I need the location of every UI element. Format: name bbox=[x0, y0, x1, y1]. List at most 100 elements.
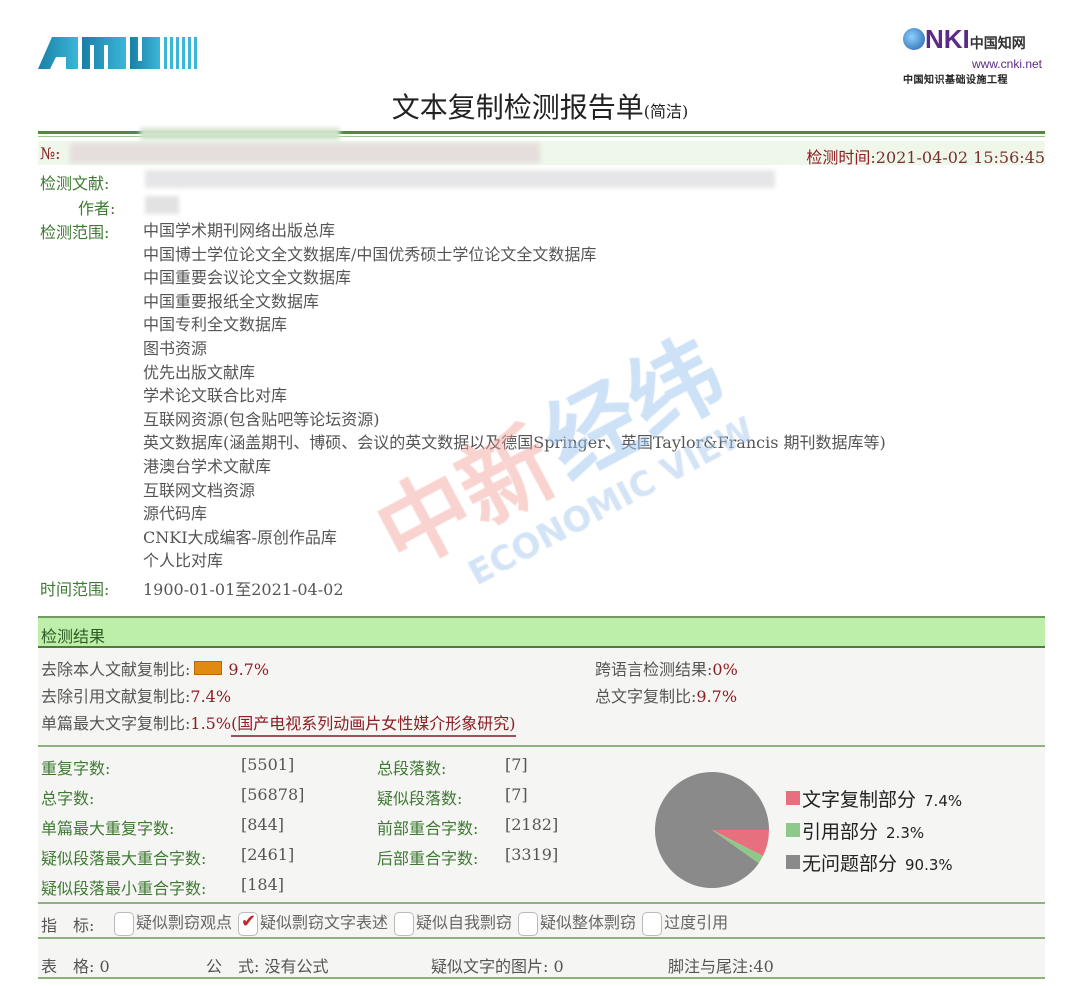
range-value: 1900-01-01至2021-04-02 bbox=[143, 580, 344, 599]
indicator-checkbox[interactable] bbox=[642, 911, 663, 936]
scope-list: 中国学术期刊网络出版总库中国博士学位论文全文数据库/中国优秀硕士学位论文全文数据… bbox=[143, 219, 886, 573]
tables-value: 0 bbox=[99, 957, 110, 976]
legend-item: 文字复制部分 7.4% bbox=[786, 785, 962, 817]
notes-label: 脚注与尾注: bbox=[668, 957, 754, 976]
scope-item: 港澳台学术文献库 bbox=[143, 456, 272, 476]
stat-value: [2182] bbox=[505, 815, 559, 834]
images-label: 疑似文字的图片: bbox=[431, 957, 549, 976]
stat-value: [184] bbox=[241, 875, 285, 894]
stat-label: 前部重合字数: bbox=[377, 819, 479, 838]
max-single-source-link[interactable]: (国产电视系列动画片女性媒介形象研究) bbox=[231, 714, 516, 737]
legend-swatch bbox=[786, 823, 800, 837]
scope-item: 源代码库 bbox=[143, 504, 208, 524]
check-time: 检测时间:2021-04-02 15:56:45 bbox=[806, 144, 1045, 168]
title-suffix: (简洁) bbox=[643, 102, 689, 121]
footer-row: 表 格: 0 公 式: 没有公式 疑似文字的图片: 0 脚注与尾注:40 bbox=[38, 939, 1045, 977]
copy-ratio-bar bbox=[194, 661, 223, 675]
indicator-label: 疑似整体剽窃 bbox=[540, 913, 637, 932]
indicator-checkbox[interactable] bbox=[518, 911, 539, 936]
pie-chart bbox=[655, 772, 769, 888]
self-excl-value: 9.7% bbox=[228, 660, 270, 679]
self-excl-row: 去除本人文献复制比: 9.7% bbox=[41, 656, 269, 680]
cross-lang-label: 跨语言检测结果: bbox=[595, 660, 713, 679]
stat-value: [5501] bbox=[241, 755, 295, 774]
notes-item: 脚注与尾注:40 bbox=[668, 953, 774, 977]
scope-item: 中国博士学位论文全文数据库/中国优秀硕士学位论文全文数据库 bbox=[143, 244, 597, 264]
pie-slice bbox=[712, 830, 763, 864]
indicator-label: 过度引用 bbox=[664, 913, 729, 932]
indicator-label: 疑似剽窃文字表述 bbox=[260, 913, 389, 932]
legend-item: 引用部分 2.3% bbox=[786, 817, 962, 849]
total-copy-row: 总文字复制比:9.7% bbox=[595, 683, 737, 707]
stats-section: 重复字数: [5501] 总段落数: [7] 总字数: [56878] 疑似段落数: [7] 单… bbox=[38, 747, 1045, 902]
scope-item: 英文数据库(涵盖期刊、博硕、会议的英文数据以及德国Springer、英国Tayl… bbox=[143, 433, 886, 453]
cite-excl-label: 去除引用文献复制比: bbox=[41, 687, 191, 706]
scope-item: CNKI大成编客-原创作品库 bbox=[143, 527, 337, 547]
notes-value: 40 bbox=[753, 957, 774, 976]
redacted-doc-title bbox=[145, 170, 775, 188]
total-copy-value: 9.7% bbox=[696, 687, 738, 706]
legend-swatch bbox=[786, 855, 800, 869]
check-time-label: 检测时间 bbox=[806, 148, 871, 167]
scope-item: 互联网资源(包含贴吧等论坛资源) bbox=[143, 409, 380, 429]
amlc-logo bbox=[38, 37, 197, 69]
indicator-checkbox[interactable]: ✔ bbox=[238, 911, 259, 936]
max-single-value: 1.5% bbox=[190, 714, 232, 733]
pie-slice bbox=[655, 772, 769, 888]
results-summary: 去除本人文献复制比: 9.7% 跨语言检测结果:0% 去除引用文献复制比:7.4%… bbox=[38, 648, 1045, 745]
author-label: 作者: bbox=[78, 199, 116, 218]
stat-label: 疑似段落数: bbox=[377, 789, 463, 808]
scope-item: 图书资源 bbox=[143, 338, 208, 358]
cross-lang-value: 0% bbox=[712, 660, 738, 679]
redacted-author bbox=[145, 196, 179, 214]
total-copy-label: 总文字复制比: bbox=[595, 687, 697, 706]
cite-excl-value: 7.4% bbox=[190, 687, 232, 706]
indicator-checkbox[interactable] bbox=[114, 911, 134, 936]
legend-item: 无问题部分 90.3% bbox=[786, 849, 962, 881]
stat-label: 总字数: bbox=[41, 789, 95, 808]
stat-value: [844] bbox=[241, 815, 285, 834]
stat-label: 单篇最大重复字数: bbox=[41, 819, 175, 838]
redacted-number bbox=[70, 143, 540, 163]
indicators-row: 指 标: 疑似剽窃观点 ✔ 疑似剽窃文字表述 疑似自我剽窃 疑似整体剽窃 过度引用 bbox=[38, 904, 1045, 937]
formula-item: 公 式: 没有公式 bbox=[206, 953, 329, 977]
scope-item: 学术论文联合比对库 bbox=[143, 386, 288, 406]
range-label: 时间范围: bbox=[40, 580, 110, 599]
stat-label: 后部重合字数: bbox=[377, 849, 479, 868]
scope-item: 中国重要报纸全文数据库 bbox=[143, 291, 320, 311]
pie-legend: 文字复制部分 7.4% 引用部分 2.3% 无问题部分 90.3% bbox=[786, 785, 962, 881]
stat-label: 疑似段落最大重合字数: bbox=[41, 849, 207, 868]
stat-label: 疑似段落最小重合字数: bbox=[41, 879, 207, 898]
doc-label: 检测文献: bbox=[40, 174, 110, 193]
cross-lang-row: 跨语言检测结果:0% bbox=[595, 656, 738, 680]
stat-value: [56878] bbox=[241, 785, 305, 804]
stat-value: [3319] bbox=[505, 845, 559, 864]
pie-slice bbox=[712, 830, 769, 857]
stat-value: [2461] bbox=[241, 845, 295, 864]
formula-label: 公 式: bbox=[206, 957, 260, 976]
tables-label: 表 格: bbox=[41, 957, 95, 976]
scope-item: 中国重要会议论文全文数据库 bbox=[143, 268, 352, 288]
max-single-row: 单篇最大文字复制比:1.5%(国产电视系列动画片女性媒介形象研究) bbox=[41, 710, 516, 737]
stat-label: 总段落数: bbox=[377, 759, 447, 778]
redaction-smudge bbox=[140, 128, 340, 140]
indicators-label: 指 标: bbox=[41, 916, 95, 935]
indicator-checkbox[interactable] bbox=[394, 911, 415, 936]
cite-excl-row: 去除引用文献复制比:7.4% bbox=[41, 683, 231, 707]
scope-item: 中国学术期刊网络出版总库 bbox=[143, 221, 336, 240]
images-value: 0 bbox=[553, 957, 564, 976]
scope-item: 互联网文档资源 bbox=[143, 480, 256, 500]
report-title: 文本复制检测报告单(简洁) bbox=[0, 86, 1080, 126]
formula-value: 没有公式 bbox=[264, 957, 329, 976]
stat-value: [7] bbox=[505, 755, 528, 774]
results-title: 检测结果 bbox=[41, 627, 106, 646]
legend-swatch bbox=[786, 791, 800, 805]
no-label: №: bbox=[40, 144, 61, 163]
tables-item: 表 格: 0 bbox=[41, 953, 110, 977]
scope-item: 优先出版文献库 bbox=[143, 362, 256, 382]
results-header: 检测结果 bbox=[38, 618, 1045, 646]
scope-label: 检测范围: bbox=[40, 223, 110, 242]
legend-value: 2.3% bbox=[886, 824, 925, 842]
title-text: 文本复制检测报告单 bbox=[391, 91, 644, 124]
